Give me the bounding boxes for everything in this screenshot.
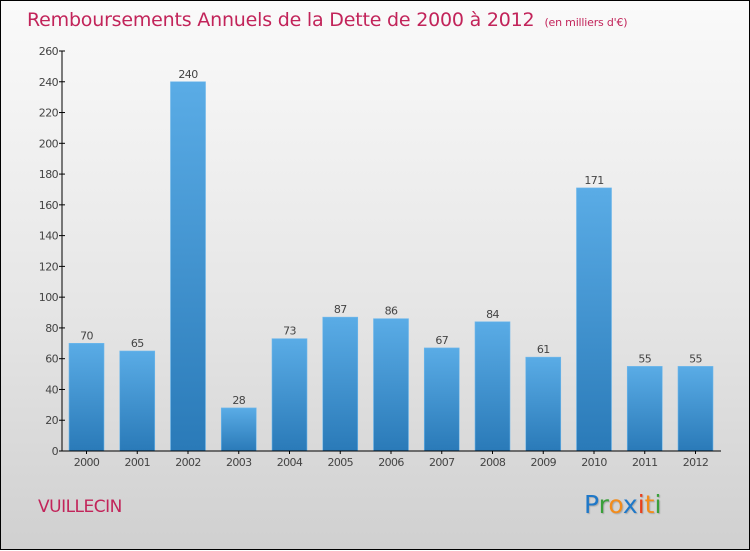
bar bbox=[525, 356, 562, 452]
logo-letter: i bbox=[654, 490, 662, 519]
bar-value-label: 73 bbox=[283, 325, 296, 338]
y-tick-label: 40 bbox=[45, 383, 58, 396]
y-tick-label: 0 bbox=[52, 445, 59, 458]
bar-value-label: 55 bbox=[638, 352, 651, 365]
bar bbox=[322, 316, 359, 452]
bar bbox=[677, 366, 714, 452]
bar-value-label: 70 bbox=[80, 329, 93, 342]
x-tick-label: 2002 bbox=[175, 456, 201, 469]
unit-label: (en milliers d'€) bbox=[544, 16, 628, 29]
y-tick-label: 60 bbox=[45, 353, 58, 366]
bar bbox=[626, 366, 663, 452]
x-tick-label: 2001 bbox=[124, 456, 150, 469]
bars: 70 65 240 28 73 87 86 67 84 61 171 55 55 bbox=[68, 68, 714, 452]
logo-letter: P bbox=[584, 490, 599, 519]
bar-value-label: 84 bbox=[486, 308, 499, 321]
x-tick-label: 2008 bbox=[480, 456, 506, 469]
x-tick-label: 2007 bbox=[429, 456, 455, 469]
x-axis: 2000 2001 2002 2003 2004 2005 2006 2007 2008 2009… bbox=[62, 450, 721, 469]
x-tick-label: 2010 bbox=[581, 456, 607, 469]
x-tick-label: 2011 bbox=[632, 456, 658, 469]
logo-letter: o bbox=[608, 490, 623, 519]
y-tick-label: 80 bbox=[45, 322, 58, 335]
x-tick-label: 2005 bbox=[327, 456, 353, 469]
bar-value-label: 61 bbox=[537, 343, 550, 356]
x-tick-label: 2000 bbox=[74, 456, 100, 469]
bar-value-label: 171 bbox=[584, 174, 603, 187]
logo-letter: x bbox=[622, 490, 638, 519]
bar-value-label: 87 bbox=[334, 303, 347, 316]
chart-title: Remboursements Annuels de la Dette de 20… bbox=[27, 9, 628, 31]
bar bbox=[119, 350, 156, 452]
bar bbox=[576, 187, 612, 452]
y-tick-label: 100 bbox=[39, 291, 59, 304]
bar bbox=[220, 407, 257, 452]
x-tick-label: 2003 bbox=[226, 456, 252, 469]
y-tick-label: 180 bbox=[39, 168, 59, 181]
logo-letter: i bbox=[637, 490, 645, 519]
x-tick-label: 2004 bbox=[277, 456, 303, 469]
y-tick-label: 120 bbox=[39, 260, 59, 273]
bar-value-label: 240 bbox=[178, 68, 198, 81]
y-tick-label: 20 bbox=[45, 414, 58, 427]
x-tick-label: 2009 bbox=[530, 456, 556, 469]
proxiti-logo[interactable]: Proxiti bbox=[584, 490, 661, 519]
y-tick-label: 140 bbox=[39, 230, 59, 243]
y-tick-label: 200 bbox=[39, 137, 59, 150]
y-axis: 0 20 40 60 80 100 120 140 160 180 200 220 240 260 bbox=[39, 45, 65, 458]
bar-value-label: 28 bbox=[232, 394, 245, 407]
bar bbox=[474, 321, 511, 452]
x-tick-label: 2012 bbox=[683, 456, 709, 469]
title-text: Remboursements Annuels de la Dette de 20… bbox=[27, 9, 535, 31]
bar bbox=[423, 347, 460, 452]
logo-letter: t bbox=[644, 490, 655, 519]
y-tick-label: 260 bbox=[39, 45, 59, 58]
y-tick-label: 160 bbox=[39, 199, 59, 212]
bar bbox=[68, 343, 105, 452]
x-tick-label: 2006 bbox=[378, 456, 404, 469]
bar-value-label: 67 bbox=[435, 334, 448, 347]
y-tick-label: 220 bbox=[39, 107, 59, 120]
bar bbox=[271, 338, 308, 452]
bar bbox=[170, 81, 206, 452]
bar-value-label: 65 bbox=[131, 337, 144, 350]
commune-name: VUILLECIN bbox=[38, 497, 122, 517]
y-tick-label: 240 bbox=[39, 76, 59, 89]
logo-letter: r bbox=[598, 490, 609, 519]
bar-value-label: 55 bbox=[689, 352, 702, 365]
bar bbox=[373, 318, 409, 452]
bar-value-label: 86 bbox=[385, 305, 398, 318]
